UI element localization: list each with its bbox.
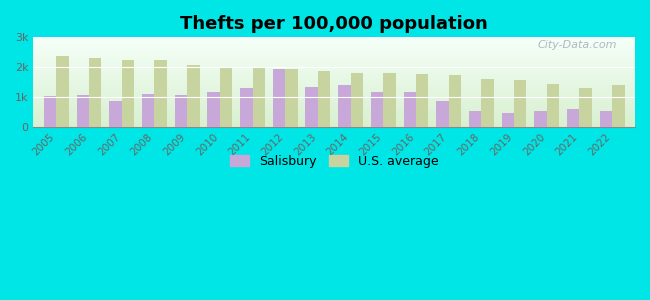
Bar [175, 95, 187, 127]
Bar [448, 75, 461, 127]
Bar [273, 69, 285, 127]
Bar [514, 80, 526, 127]
Bar [285, 68, 298, 127]
Bar [142, 94, 155, 127]
Legend: Salisbury, U.S. average: Salisbury, U.S. average [225, 150, 443, 173]
Bar [469, 111, 482, 127]
Bar [187, 65, 200, 127]
Bar [44, 96, 57, 127]
Bar [371, 92, 384, 127]
Bar [384, 73, 396, 127]
Bar [220, 67, 232, 127]
Bar [306, 87, 318, 127]
Bar [404, 92, 416, 127]
Bar [155, 60, 167, 127]
Bar [350, 73, 363, 127]
Bar [502, 112, 514, 127]
Bar [534, 111, 547, 127]
Bar [252, 68, 265, 127]
Bar [122, 59, 134, 127]
Bar [57, 56, 69, 127]
Bar [612, 85, 625, 127]
Bar [436, 101, 448, 127]
Bar [77, 95, 89, 127]
Title: Thefts per 100,000 population: Thefts per 100,000 population [180, 15, 488, 33]
Bar [109, 101, 122, 127]
Bar [338, 85, 350, 127]
Bar [600, 111, 612, 127]
Bar [416, 74, 428, 127]
Bar [579, 88, 592, 127]
Bar [240, 88, 252, 127]
Bar [318, 71, 330, 127]
Bar [89, 58, 101, 127]
Bar [207, 92, 220, 127]
Text: City-Data.com: City-Data.com [538, 40, 617, 50]
Bar [482, 79, 494, 127]
Bar [567, 109, 579, 127]
Bar [547, 84, 559, 127]
